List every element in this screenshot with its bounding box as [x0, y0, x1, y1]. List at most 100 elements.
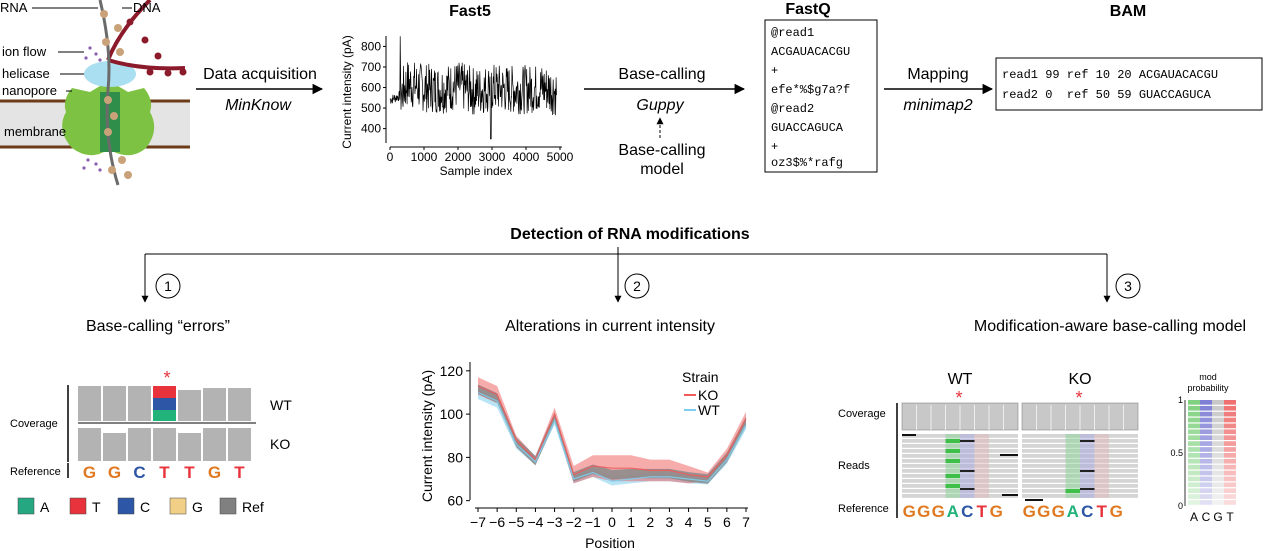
- mapping-step: Mapping minimap2: [884, 66, 994, 114]
- prob-cell-t: [1224, 488, 1236, 494]
- detection-title: Detection of RNA modifications: [510, 226, 750, 243]
- method-3-number: 3: [1124, 278, 1132, 294]
- prob-cell-a: [1188, 488, 1200, 494]
- m3-coverage-label: Coverage: [838, 408, 886, 420]
- wt-coverage-bar: [178, 390, 201, 421]
- prob-cell-a: [1188, 458, 1200, 464]
- fast5-y-tick-label: 800: [361, 39, 381, 53]
- error-bar-C: [153, 398, 176, 410]
- m3-gap: [1002, 494, 1018, 496]
- prob-title-line1: mod: [1199, 372, 1217, 382]
- basecalling-step: Base-calling Guppy Base-calling model: [584, 66, 746, 178]
- fast5-title: Fast5: [449, 3, 491, 20]
- method-3-badge: [1115, 273, 1141, 299]
- method-3-panel: Modification-aware base-calling model WT…: [838, 318, 1246, 524]
- wt-coverage-bar: [203, 388, 226, 421]
- m3-reference-base: G: [903, 502, 916, 521]
- m2-y-tick-label: 60: [447, 493, 463, 509]
- bam-frame: [995, 57, 1263, 111]
- prob-cell-a: [1188, 429, 1200, 435]
- method-3-title: Modification-aware base-calling model: [974, 318, 1246, 335]
- reference-base: G: [83, 463, 96, 482]
- ko-coverage-bar: [178, 433, 201, 461]
- fast5-x-tick-label: 4000: [513, 150, 540, 164]
- m2-y-ticks: 120 100 80 60: [440, 363, 470, 509]
- prob-cell-c: [1200, 447, 1212, 452]
- strain-legend-title: Strain: [682, 369, 719, 385]
- prob-cell-t: [1224, 470, 1236, 476]
- acquisition-label: Data acquisition: [203, 66, 317, 83]
- fast5-signal-trace: [389, 36, 557, 140]
- reference-base: G: [108, 463, 121, 482]
- nanopore-schematic: RNA DNA ion flow helicase nanopore membr…: [0, 0, 190, 186]
- m3-modified-read: [945, 474, 960, 478]
- prob-cell-c: [1200, 476, 1212, 482]
- wt-coverage-bar: [228, 388, 251, 421]
- ko-coverage-bar: [203, 428, 226, 461]
- method-1-number: 1: [164, 278, 172, 294]
- prob-cell-c: [1200, 400, 1212, 405]
- wt-series-line: [477, 391, 747, 482]
- dna-bases: [126, 18, 187, 77]
- m3-ko-label: KO: [1068, 371, 1091, 388]
- m2-x-tick-label: 4: [685, 514, 693, 530]
- m3-modified-read: [945, 449, 960, 453]
- error-bar-A: [153, 410, 176, 421]
- ko-coverage-bar: [153, 428, 176, 461]
- rna-bases: [100, 10, 132, 179]
- nanopore-label: nanopore: [2, 83, 57, 98]
- fastq-line: @read2: [771, 102, 814, 116]
- ko-series-line: [477, 385, 747, 478]
- m3-c-column: [1080, 434, 1095, 498]
- coverage-tracks: [78, 386, 251, 461]
- m3-modified-read: [945, 484, 960, 488]
- prob-cell-g: [1212, 458, 1224, 464]
- ko-coverage-bar: [128, 428, 151, 461]
- prob-cell-g: [1212, 411, 1224, 417]
- fastq-line: ACGAUACACGU: [771, 45, 850, 59]
- m2-x-tick-label: −7: [470, 514, 486, 530]
- detection-tree: Detection of RNA modifications 1 2 3: [141, 226, 1141, 303]
- rna-strand: [98, 0, 120, 186]
- prob-cell-t: [1224, 405, 1236, 411]
- prob-cell-g: [1212, 400, 1224, 405]
- prob-cell-t: [1224, 476, 1236, 482]
- prob-cell-a: [1188, 453, 1200, 458]
- prob-cell-c: [1200, 429, 1212, 435]
- prob-cell-t: [1224, 453, 1236, 458]
- legend-swatch-g: [169, 497, 187, 515]
- prob-cell-a: [1188, 464, 1200, 470]
- m3-reference-base: T: [977, 502, 988, 521]
- prob-cell-t: [1224, 429, 1236, 435]
- m2-x-tick-label: −6: [489, 514, 505, 530]
- m2-xlabel: Position: [585, 535, 635, 551]
- prob-cell-t: [1224, 482, 1236, 488]
- m3-gap: [1000, 454, 1018, 456]
- error-star: *: [163, 368, 170, 388]
- fastq-line: +: [771, 64, 778, 78]
- prob-cell-t: [1224, 447, 1236, 452]
- m2-x-tick-label: −1: [585, 514, 601, 530]
- m2-x-tick-label: 2: [646, 514, 654, 530]
- prob-cell-a: [1188, 441, 1200, 446]
- fastq-line: GUACCAGUCA: [771, 121, 844, 135]
- m3-a-column: [1065, 434, 1080, 498]
- prob-cell-c: [1200, 405, 1212, 411]
- basecalling-tool: Guppy: [636, 97, 684, 114]
- m3-reference-base: A: [1067, 502, 1079, 521]
- method-2-badge: [624, 273, 650, 299]
- m2-signal-bands: [477, 377, 747, 486]
- m2-y-tick-label: 80: [447, 449, 463, 465]
- m3-gap: [1080, 488, 1095, 490]
- membrane-label: membrane: [4, 124, 66, 139]
- prob-cell-c: [1200, 453, 1212, 458]
- prob-cell-a: [1188, 447, 1200, 452]
- mod-probability-chart: 1 0.5 0A C G T: [1170, 395, 1236, 524]
- method-1-panel: Base-calling “errors” * Coverage WT KO R…: [10, 318, 292, 515]
- prob-base-label: C: [1202, 510, 1211, 524]
- m3-reference-base: G: [990, 502, 1003, 521]
- prob-cell-t: [1224, 417, 1236, 423]
- m2-x-tick-label: −2: [566, 514, 582, 530]
- prob-title-line2: probability: [1187, 383, 1229, 393]
